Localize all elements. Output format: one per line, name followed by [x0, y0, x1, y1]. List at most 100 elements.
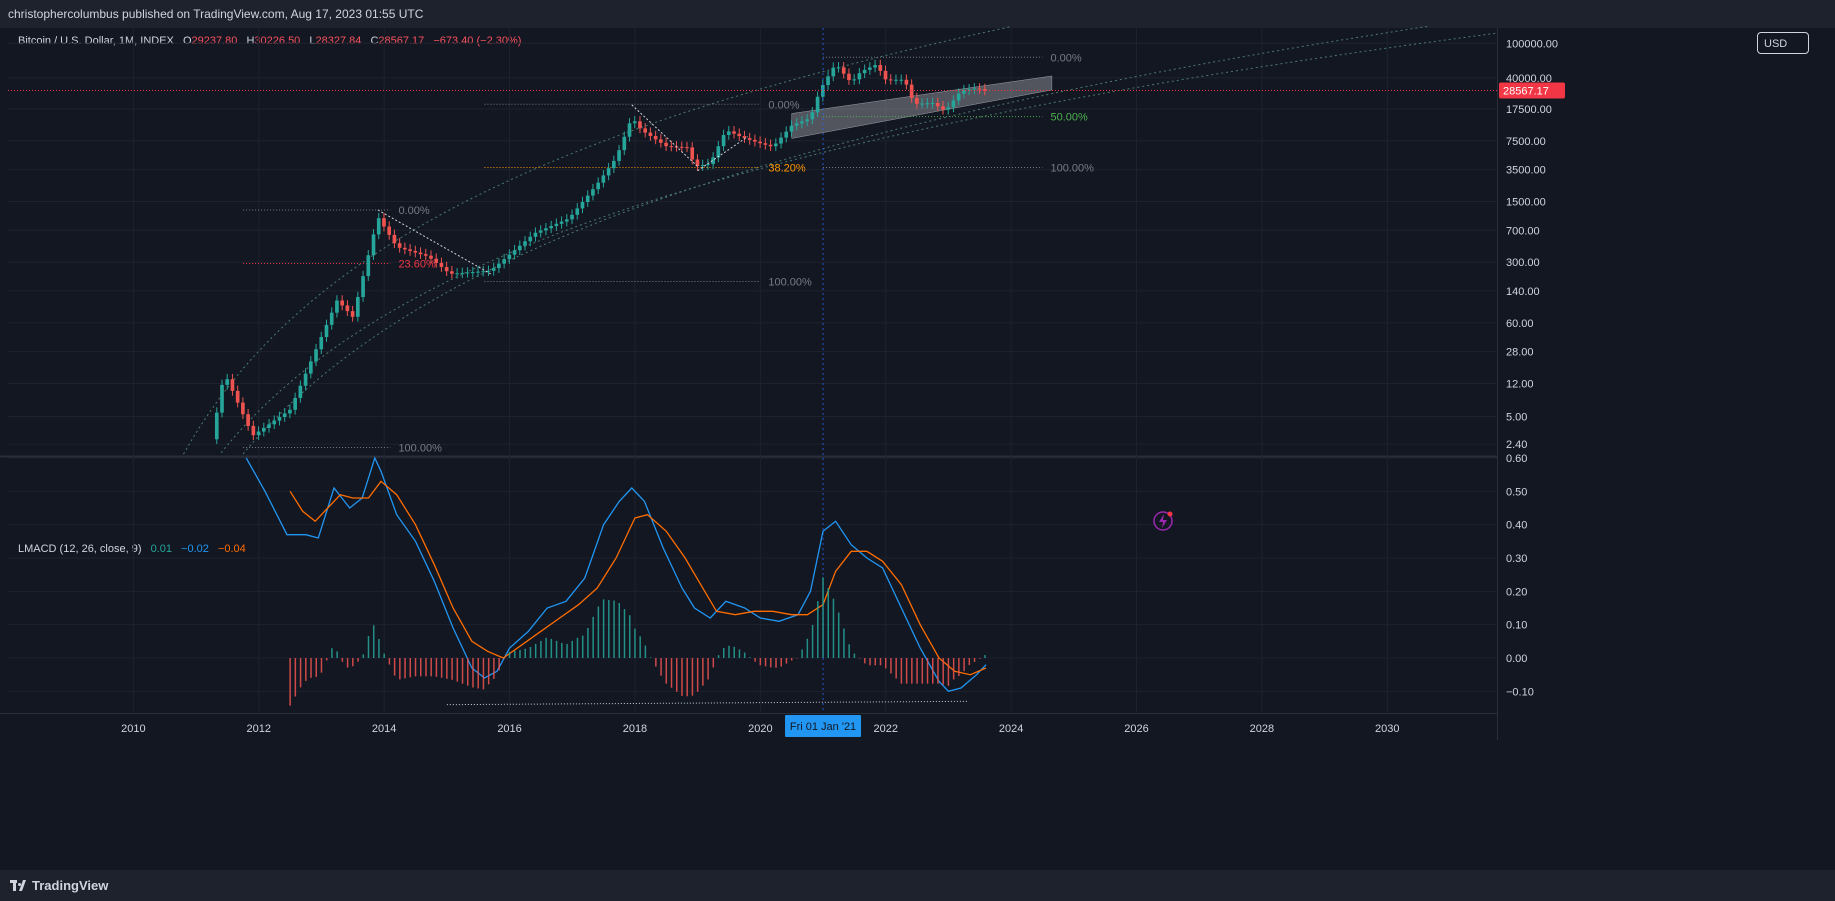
candle-body [444, 267, 449, 272]
candle-body [418, 252, 423, 255]
brand-name: TradingView [32, 878, 109, 893]
time-tick-label: 2016 [497, 723, 521, 735]
candle-body [695, 159, 700, 166]
price-tick-label: 100000.00 [1506, 38, 1558, 50]
time-tick-label: 2024 [999, 723, 1023, 735]
regression-curve-mid [220, 32, 1498, 454]
candle-body [643, 128, 648, 133]
price-tick-label: 60.00 [1506, 318, 1534, 330]
candle-body [779, 137, 783, 144]
price-tick-label: 7500.00 [1506, 136, 1546, 148]
candle-body [956, 93, 961, 101]
high-value: 30226.50 [254, 35, 301, 47]
candle-body [820, 85, 825, 97]
candle-body [324, 324, 329, 338]
time-tick-label: 2026 [1124, 723, 1148, 735]
fib-level-label: 0.00% [768, 99, 799, 111]
publisher-header: christophercolumbus published on Trading… [0, 0, 1835, 28]
macd-legend: LMACD (12, 26, close, 9) 0.01 −0.02 −0.0… [18, 543, 246, 555]
candle-body [800, 121, 804, 124]
time-tick-label: 2022 [873, 723, 897, 735]
candle-body [627, 123, 632, 137]
candle-body [852, 79, 856, 81]
candle-body [794, 123, 799, 126]
candle-body [554, 223, 559, 227]
candle-body [423, 254, 428, 256]
price-tick-label: 140.00 [1506, 286, 1540, 298]
candle-body [303, 373, 308, 386]
candle-body [502, 259, 506, 264]
candle-body [768, 144, 773, 147]
alert-icon-bolt [1159, 514, 1167, 528]
candle-body [308, 361, 313, 374]
candle-body [868, 67, 872, 70]
candle-body [606, 168, 611, 176]
macd-tick-label: −0.10 [1506, 686, 1534, 698]
price-tick-label: 2.40 [1506, 439, 1527, 451]
candle-body [706, 164, 710, 166]
candle-body [967, 89, 971, 91]
candle-body [564, 219, 569, 222]
currency-button[interactable]: USD [1757, 32, 1809, 54]
candle-body [267, 424, 271, 428]
candle-body [382, 218, 386, 227]
macd-hist-value: 0.01 [150, 543, 172, 555]
candle-body [476, 271, 480, 273]
candle-body [392, 234, 397, 244]
macd-tick-label: 0.00 [1506, 653, 1527, 665]
publisher-text: christophercolumbus published on Trading… [8, 7, 424, 21]
time-tick-label: 2028 [1250, 723, 1274, 735]
last-price-badge [1499, 82, 1565, 99]
candle-body [930, 103, 935, 105]
fib-level-label: 100.00% [768, 276, 812, 288]
candle-body [533, 232, 538, 237]
candle-body [847, 73, 851, 81]
candle-body [763, 143, 768, 145]
candle-body [413, 250, 418, 253]
candle-body [648, 132, 653, 137]
candle-body [747, 138, 752, 140]
trend-line [697, 136, 749, 172]
macd-signal-value: −0.04 [217, 543, 246, 555]
time-tick-label: 2014 [372, 723, 396, 735]
candle-body [899, 79, 904, 81]
tradingview-logo-icon [10, 879, 28, 892]
candle-body [538, 230, 543, 233]
candle-body [737, 133, 742, 137]
candle-body [460, 272, 465, 274]
candle-body [293, 397, 297, 410]
change-value: −673.40 (−2.30%) [433, 35, 522, 47]
candle-body [397, 243, 402, 248]
candle-body [826, 76, 830, 86]
candle-body [314, 349, 318, 362]
candle-body [669, 146, 674, 148]
tradingview-logo[interactable]: TradingView [10, 878, 108, 893]
macd-tick-label: 0.20 [1506, 586, 1527, 598]
price-tick-label: 300.00 [1506, 257, 1540, 269]
candle-body [481, 271, 486, 273]
fib-level-label: 50.00% [1050, 112, 1088, 124]
candle-body [700, 165, 705, 167]
candle-body [335, 300, 339, 313]
candle-body [591, 189, 595, 196]
candle-body [894, 79, 898, 81]
price-tick-label: 3500.00 [1506, 165, 1546, 177]
candle-body [935, 103, 940, 107]
candle-body [941, 106, 945, 110]
candle-body [831, 67, 836, 77]
fib-level-label: 38.20% [768, 163, 806, 175]
candle-body [235, 390, 240, 403]
open-value: 29237.80 [191, 35, 238, 47]
candle-body [753, 139, 757, 142]
support-channel-band [791, 75, 1053, 139]
macd-tick-label: 0.50 [1506, 486, 1527, 498]
low-key: L [309, 35, 316, 47]
low-value: 28327.84 [315, 35, 362, 47]
candle-body [664, 142, 668, 147]
candle-body [376, 218, 381, 235]
time-tick-label: 2010 [121, 723, 145, 735]
candle-body [841, 67, 846, 74]
candle-body [434, 258, 439, 263]
candle-body [329, 312, 334, 325]
